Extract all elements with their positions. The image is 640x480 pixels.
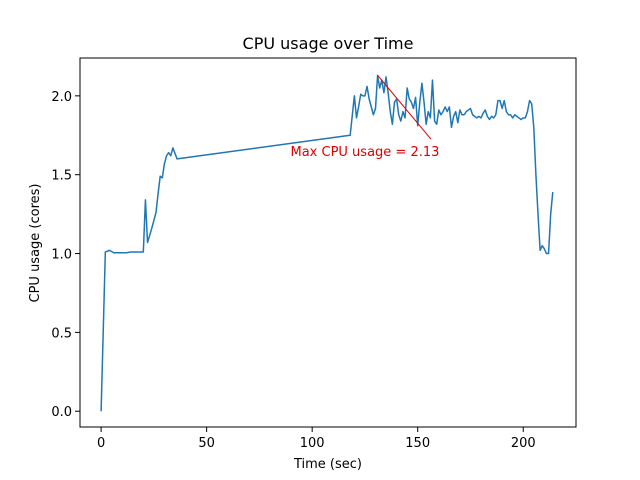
annotation-arrow bbox=[377, 75, 432, 140]
y-tick-label: 2.0 bbox=[51, 90, 72, 105]
x-tick-label: 50 bbox=[198, 436, 215, 451]
x-tick-label: 200 bbox=[511, 436, 536, 451]
x-axis-label: Time (sec) bbox=[293, 457, 362, 472]
x-tick-label: 0 bbox=[97, 436, 105, 451]
y-tick-label: 0.0 bbox=[51, 405, 72, 420]
y-tick-label: 1.5 bbox=[51, 169, 72, 184]
y-tick-label: 1.0 bbox=[51, 248, 72, 263]
x-tick-label: 150 bbox=[405, 436, 430, 451]
axes-frame bbox=[79, 57, 577, 428]
chart-title: CPU usage over Time bbox=[243, 34, 414, 53]
axes: 0 50 100 150 200 0.0 0.5 1.0 1.5 2.0 bbox=[51, 57, 577, 451]
series-line-0 bbox=[100, 74, 554, 412]
annotation-label: Max CPU usage = 2.13 bbox=[290, 145, 439, 160]
x-tick-label: 100 bbox=[300, 436, 325, 451]
plot-area: Max CPU usage = 2.13 bbox=[100, 74, 554, 412]
y-tick-label: 0.5 bbox=[51, 326, 72, 341]
y-axis-label: CPU usage (cores) bbox=[28, 184, 43, 303]
